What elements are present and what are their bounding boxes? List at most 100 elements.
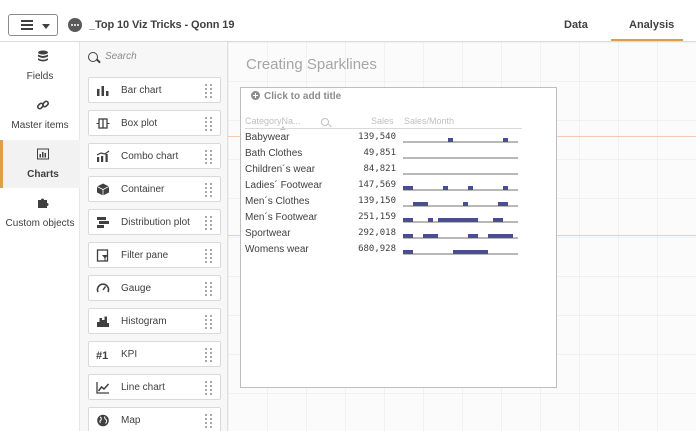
asset-container[interactable]: Container [88, 176, 221, 202]
sparkline-bar [403, 234, 408, 238]
nav-item-custom-objects[interactable]: Custom objects [0, 189, 80, 237]
gauge-icon [96, 283, 110, 293]
row-sales: 680,928 [358, 244, 396, 254]
asset-label: Gauge [121, 283, 152, 294]
table-row[interactable]: Womens wear 680,928 [245, 242, 522, 258]
asset-filter-pane[interactable]: Filter pane [88, 242, 221, 268]
drag-handle-icon[interactable] [205, 282, 213, 296]
nav-item-label: Fields [26, 71, 54, 82]
top-bar: _Top 10 Viz Tricks - Qonn 19 Data Analys… [0, 0, 696, 42]
asset-label: Line chart [121, 382, 165, 393]
row-category: Ladies´ Footwear [245, 180, 323, 191]
chevron-down-icon [42, 24, 50, 29]
nav-item-label: Master items [11, 120, 69, 131]
drag-handle-icon[interactable] [205, 216, 213, 230]
asset-label: Distribution plot [121, 217, 190, 228]
sparkline-bar [503, 138, 508, 142]
asset-line-chart[interactable]: Line chart [88, 374, 221, 400]
tab-analysis[interactable]: Analysis [629, 19, 675, 31]
drag-handle-icon[interactable] [205, 315, 213, 329]
histogram-icon [97, 316, 109, 327]
drag-handle-icon[interactable] [205, 84, 213, 98]
table-row[interactable]: Babywear 139,540 [245, 130, 522, 146]
asset-combo-chart[interactable]: Combo chart [88, 143, 221, 169]
sparkline-bar [403, 218, 408, 222]
sparkline-bar [473, 234, 478, 238]
tab-data[interactable]: Data [564, 19, 588, 31]
drag-handle-icon[interactable] [205, 150, 213, 164]
global-menu-button[interactable] [8, 14, 58, 36]
drag-handle-icon[interactable] [205, 117, 213, 131]
sparkline-bar [413, 202, 418, 206]
column-header-sparkline[interactable]: Sales/Month [404, 116, 455, 126]
table-object[interactable]: Click to add title CategoryNa... Sales S… [240, 87, 557, 388]
asset-label: Combo chart [121, 151, 179, 162]
drag-handle-icon[interactable] [205, 381, 213, 395]
drag-handle-icon[interactable] [205, 183, 213, 197]
table-row[interactable]: Children´s wear 84,821 [245, 162, 522, 178]
sparkline-bar [408, 250, 413, 254]
add-title-prompt[interactable]: Click to add title [251, 91, 341, 102]
sparkline-bar [468, 234, 473, 238]
plus-icon [251, 91, 260, 100]
sparkline-bar [443, 186, 448, 190]
search-icon[interactable] [321, 118, 329, 126]
sparkline-bar [498, 234, 503, 238]
table-row[interactable]: Bath Clothes 49,851 [245, 146, 522, 162]
asset-distribution-plot[interactable]: Distribution plot [88, 209, 221, 235]
nav-item-charts[interactable]: Charts [0, 140, 80, 188]
asset-kpi[interactable]: #1 KPI [88, 341, 221, 367]
sparkline-bar [503, 186, 508, 190]
row-category: Children´s wear [245, 164, 316, 175]
asset-label: Filter pane [121, 250, 169, 261]
sparkline-bar [468, 250, 473, 254]
line-chart-icon [96, 382, 110, 394]
asset-label: Map [121, 415, 141, 426]
sparkline-bar [403, 250, 408, 254]
nav-item-label: Charts [27, 169, 59, 180]
sparkline-bar [458, 250, 463, 254]
app-title[interactable]: _Top 10 Viz Tricks - Qonn 19 [89, 19, 235, 31]
row-sales: 84,821 [363, 164, 396, 174]
active-tab-indicator [611, 39, 683, 41]
row-sales: 139,540 [358, 132, 396, 142]
table-row[interactable]: Men´s Footwear 251,159 [245, 210, 522, 226]
nav-item-fields[interactable]: Fields [0, 42, 80, 90]
asset-map[interactable]: Map [88, 407, 221, 431]
sparkline-bar [418, 202, 423, 206]
column-header-category[interactable]: CategoryNa... [245, 116, 301, 126]
asset-histogram[interactable]: Histogram [88, 308, 221, 334]
nav-item-master-items[interactable]: Master items [0, 91, 80, 139]
table-row[interactable]: Men´s Clothes 139,150 [245, 194, 522, 210]
sparkline [403, 186, 518, 191]
drag-handle-icon[interactable] [205, 348, 213, 362]
asset-label: Box plot [121, 118, 158, 129]
sparkline-bar [503, 202, 508, 206]
row-sales: 49,851 [363, 148, 396, 158]
sparkline-bar [453, 218, 458, 222]
sparkline-bar [498, 202, 503, 206]
sparkline [403, 173, 518, 175]
asset-box-plot[interactable]: Box plot [88, 110, 221, 136]
asset-panel: Bar chart Box plot Combo chart Container… [80, 42, 228, 431]
asset-bar-chart[interactable]: Bar chart [88, 77, 221, 103]
asset-gauge[interactable]: Gauge [88, 275, 221, 301]
asset-label: Container [121, 184, 165, 195]
sparkline-bar [493, 234, 498, 238]
sheet-title[interactable]: Creating Sparklines [246, 56, 377, 73]
row-category: Men´s Clothes [245, 196, 310, 207]
sparkline-bar [423, 202, 428, 206]
search-input[interactable] [105, 48, 220, 64]
table-row[interactable]: Sportwear 292,018 [245, 226, 522, 242]
sparkline-bar [493, 218, 498, 222]
sparkline-bar [453, 250, 458, 254]
table-row[interactable]: Ladies´ Footwear 147,569 [245, 178, 522, 194]
header-divider [245, 128, 522, 129]
drag-handle-icon[interactable] [205, 414, 213, 428]
distribution-plot-icon [97, 217, 109, 228]
column-header-sales[interactable]: Sales [371, 116, 394, 126]
sparkline-bar [508, 234, 513, 238]
container-icon [96, 183, 110, 196]
svg-text:#1: #1 [96, 350, 108, 361]
drag-handle-icon[interactable] [205, 249, 213, 263]
